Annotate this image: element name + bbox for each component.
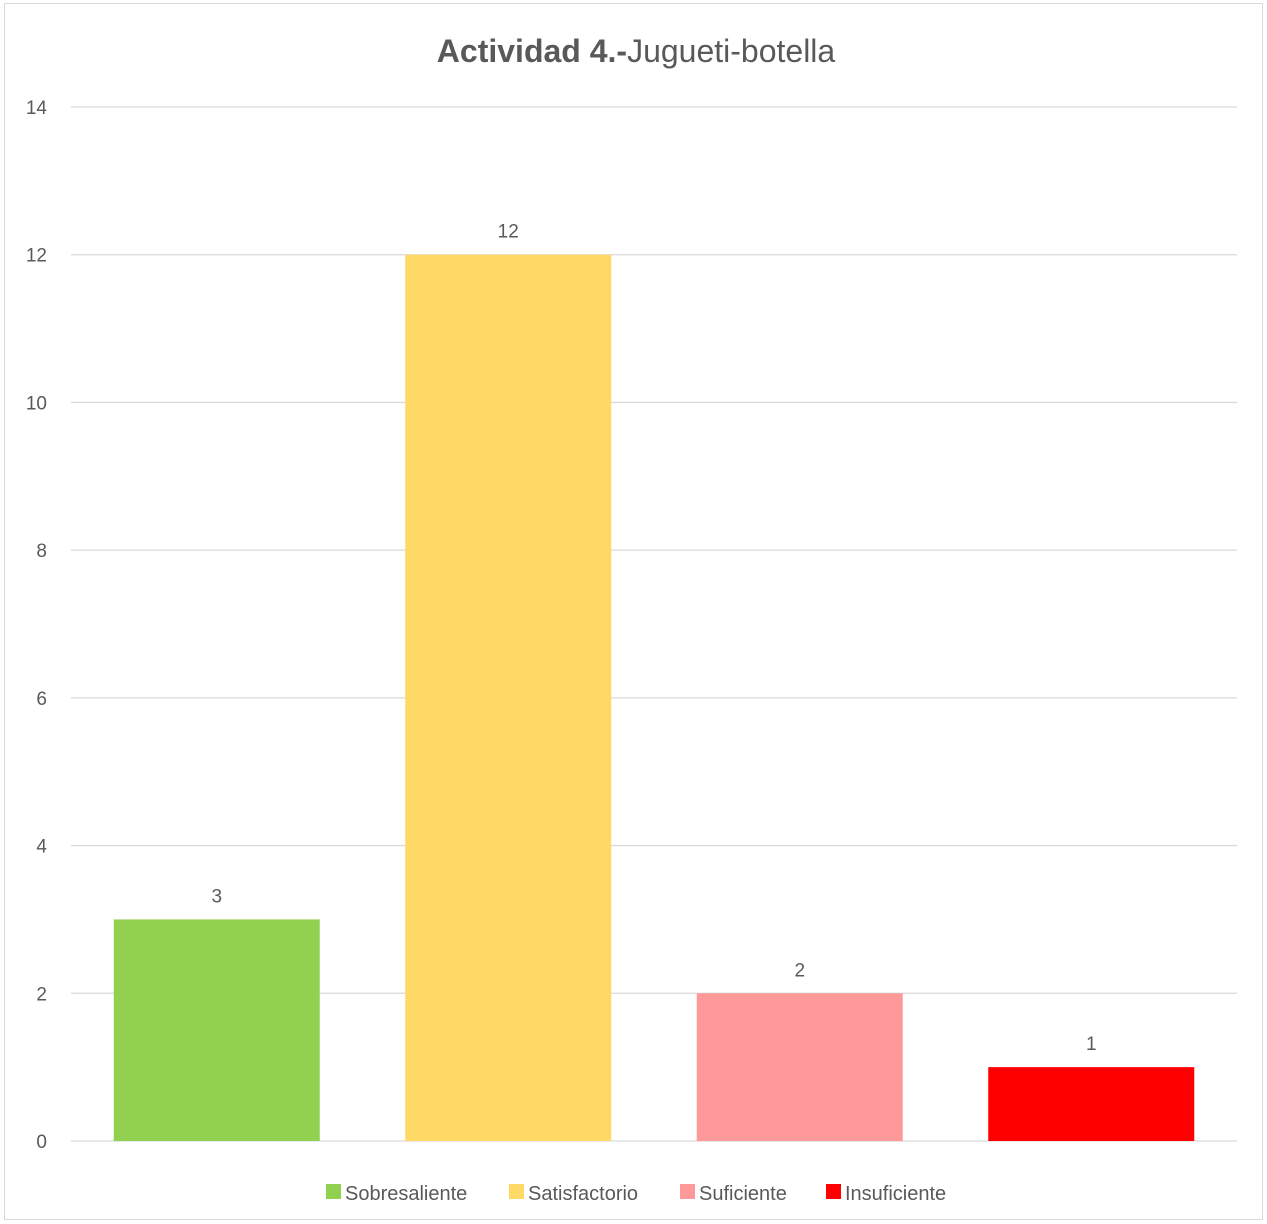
data-label-sobresaliente: 3: [211, 886, 222, 907]
bar-insuficiente: [988, 1067, 1195, 1141]
y-tick-label: 4: [36, 837, 47, 858]
legend: Sobresaliente Satisfactorio Suficiente Insu…: [326, 1183, 946, 1205]
chart-title-bold: Actividad 4.-: [437, 33, 627, 69]
bar-suficiente: [696, 993, 903, 1141]
bar-satisfactorio: [405, 254, 612, 1141]
data-label-insuficiente: 1: [1086, 1034, 1097, 1055]
bar-sobresaliente: [113, 919, 320, 1141]
y-tick-label: 8: [36, 541, 47, 562]
legend-swatch-suficiente: [680, 1184, 695, 1199]
y-tick-label: 14: [26, 98, 48, 119]
y-tick-label: 12: [26, 246, 47, 267]
legend-label-sobresaliente: Sobresaliente: [345, 1183, 467, 1205]
data-label-satisfactorio: 12: [498, 222, 519, 243]
legend-label-satisfactorio: Satisfactorio: [528, 1183, 638, 1205]
legend-label-suficiente: Suficiente: [699, 1183, 787, 1205]
legend-label-insuficiente: Insuficiente: [845, 1183, 946, 1205]
legend-swatch-insuficiente: [826, 1184, 841, 1199]
y-tick-label: 2: [36, 984, 47, 1005]
y-tick-label: 0: [36, 1132, 47, 1153]
y-tick-label: 10: [26, 393, 47, 414]
chart-title: Actividad 4.-Jugueti-botella: [437, 33, 836, 69]
data-label-suficiente: 2: [794, 960, 805, 981]
y-tick-label: 6: [36, 689, 47, 710]
chart-title-regular: Jugueti-botella: [627, 33, 835, 69]
legend-swatch-satisfactorio: [509, 1184, 524, 1199]
y-axis-tick-labels: 0 2 4 6 8 10 12 14: [26, 98, 48, 1153]
bars: [113, 254, 1195, 1141]
legend-swatch-sobresaliente: [326, 1184, 341, 1199]
